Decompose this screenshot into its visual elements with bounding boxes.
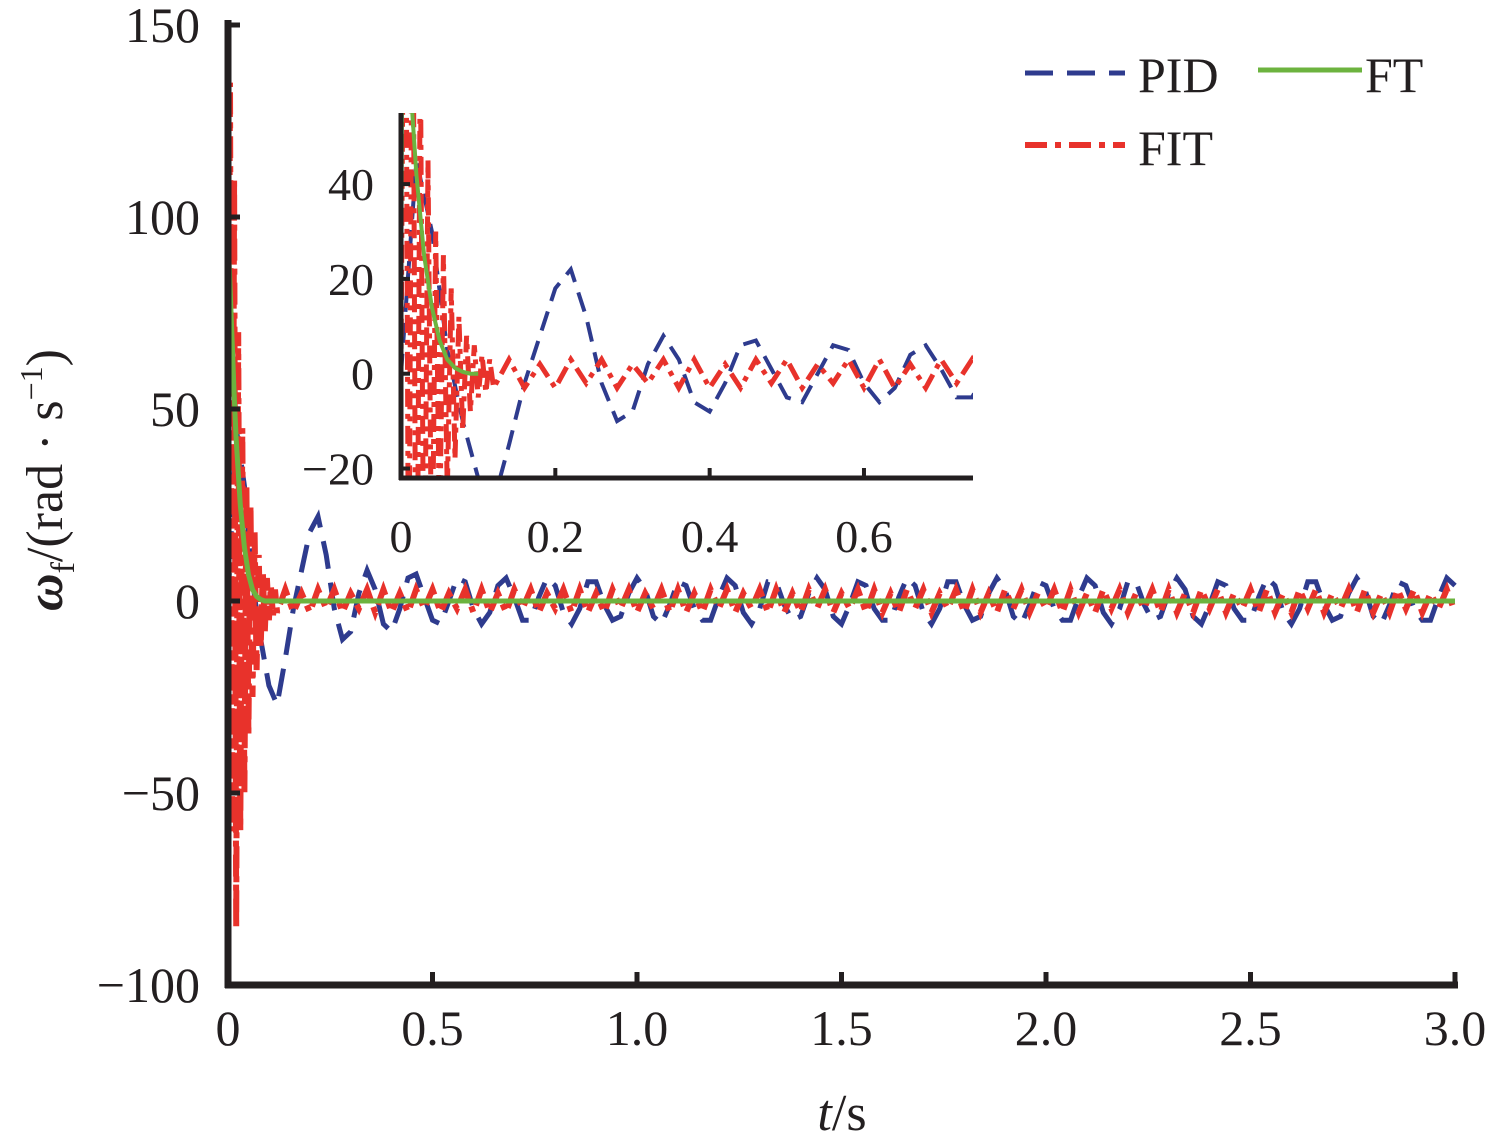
inset-x-tick-label: 0.2 bbox=[527, 511, 585, 562]
y-axis-label: ωf/(rad · s−1) bbox=[13, 349, 82, 611]
inset-x-tick-label: 0.4 bbox=[681, 511, 739, 562]
inset-y-tick-label: 20 bbox=[328, 254, 374, 305]
main-series-fit bbox=[228, 82, 1458, 928]
inset-series-ft bbox=[401, 113, 479, 376]
x-tick-label: 3.0 bbox=[1424, 1000, 1487, 1056]
x-tick-label: 0 bbox=[216, 1000, 241, 1056]
inset-y-tick-label: 40 bbox=[328, 159, 374, 210]
y-tick-label: 0 bbox=[175, 573, 200, 629]
axes bbox=[224, 20, 1458, 989]
y-tick-label: 100 bbox=[125, 189, 200, 245]
y-tick-label: −100 bbox=[97, 957, 200, 1013]
legend-label-fit: FIT bbox=[1138, 120, 1213, 176]
main-series-pid bbox=[228, 427, 1457, 714]
inset-x-tick-label: 0 bbox=[390, 511, 413, 562]
x-tick-label: 2.5 bbox=[1219, 1000, 1282, 1056]
y-tick-label: 150 bbox=[125, 0, 200, 53]
inset-series-fit bbox=[401, 113, 973, 478]
x-axis-label: t/s bbox=[817, 1085, 866, 1141]
legend: PID FT FIT bbox=[1025, 47, 1423, 176]
y-tick-label: −50 bbox=[122, 765, 200, 821]
inset-background bbox=[401, 108, 976, 480]
inset-x-tick-label: 0.6 bbox=[835, 511, 893, 562]
legend-label-pid: PID bbox=[1138, 47, 1219, 103]
tick-labels: 150 100 50 0 −50 −100 0 0.5 1.0 1.5 2.0 2.5 3.0 40 20 0… bbox=[97, 0, 1486, 1056]
inset-y-tick-label: 0 bbox=[351, 349, 374, 400]
x-tick-label: 0.5 bbox=[401, 1000, 464, 1056]
x-tick-label: 2.0 bbox=[1015, 1000, 1078, 1056]
inset-series-pid bbox=[401, 159, 973, 478]
y-tick-label: 50 bbox=[150, 381, 200, 437]
inset-y-tick-label: −20 bbox=[302, 444, 374, 495]
x-tick-label: 1.0 bbox=[606, 1000, 669, 1056]
inset-plot-area bbox=[401, 113, 973, 478]
x-tick-label: 1.5 bbox=[810, 1000, 873, 1056]
legend-label-ft: FT bbox=[1365, 47, 1423, 103]
